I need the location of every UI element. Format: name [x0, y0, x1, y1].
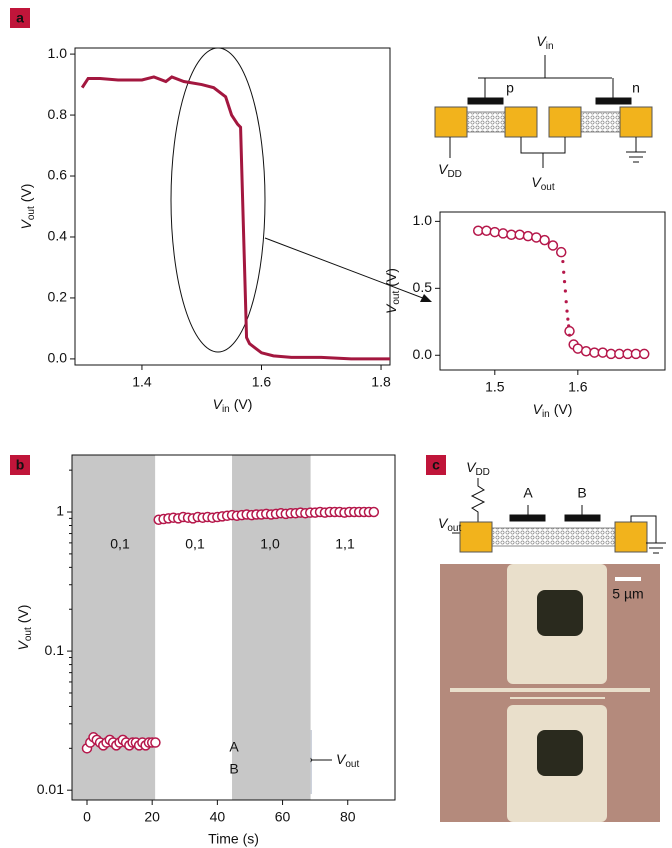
vin-label-part: in [546, 41, 554, 52]
y-tick-label: 0.0 [48, 350, 68, 366]
x-tick-label: 0 [83, 809, 91, 825]
y-tick-label: 0.4 [48, 228, 68, 244]
x-axis-label-part: (V) [554, 401, 573, 417]
x-axis-label: Vin(V) [213, 396, 253, 415]
annotation: 0,1 [110, 536, 130, 552]
micrograph [440, 564, 660, 822]
x-tick-label: 1.5 [485, 379, 505, 395]
y-axis-label: Vout(V) [383, 268, 402, 314]
annotation: 1,1 [335, 536, 355, 552]
data-point [369, 508, 378, 517]
y-tick-label: 0.5 [413, 279, 433, 295]
vdd-label: VDD [466, 459, 490, 478]
data-point [490, 228, 499, 237]
x-tick-label: 1.8 [371, 374, 391, 390]
plot-frame [440, 212, 665, 370]
data-point [482, 226, 491, 235]
data-point [540, 236, 549, 245]
data-dot [564, 289, 567, 292]
x-axis-label: Vin(V) [533, 401, 573, 420]
figure: abcVinpnVDDVoutVDDVoutAB5 µm1.41.61.80.0… [0, 0, 672, 848]
annotation: 0,1 [185, 536, 205, 552]
x-tick-label: 1.6 [568, 379, 588, 395]
vout-label-part: out [447, 523, 461, 534]
gate-a-label: A [523, 485, 533, 501]
p-label: p [506, 80, 514, 96]
vout-label: Vout [438, 515, 461, 534]
data-dot [562, 271, 565, 274]
data-point [499, 229, 508, 238]
arrow [265, 238, 428, 300]
vout-label: Vout [531, 174, 554, 193]
panel-letter: b [16, 457, 25, 473]
y-tick-label: 0.8 [48, 106, 68, 122]
shaded-band [232, 455, 311, 800]
data-point [640, 349, 649, 358]
data-dot [561, 260, 564, 263]
annotation: 1,0 [260, 536, 280, 552]
data-point [151, 738, 160, 747]
data-point [548, 241, 557, 250]
x-tick-label: 1.4 [132, 374, 152, 390]
x-axis-label-part: in [542, 409, 550, 420]
y-tick-label: 1.0 [413, 212, 433, 228]
y-tick-label: 1.0 [48, 45, 68, 61]
y-axis-label-part: out [23, 627, 34, 641]
y-tick-label: 0.01 [37, 781, 64, 797]
gate-output-part: out [345, 759, 359, 770]
data-point [524, 232, 533, 241]
data-point [515, 230, 524, 239]
data-dot [565, 300, 568, 303]
circuit-a [435, 55, 652, 168]
x-tick-label: 80 [340, 809, 356, 825]
vdd-label-part: DD [475, 467, 489, 478]
y-axis-label-part: (V) [15, 605, 31, 624]
data-dot [567, 324, 570, 327]
y-axis-label-part: out [26, 206, 37, 220]
circuit-c [452, 478, 666, 553]
y-tick-label: 0.1 [45, 642, 65, 658]
x-tick-label: 20 [144, 809, 160, 825]
vout-label-part: out [541, 182, 555, 193]
data-point [582, 347, 591, 356]
vdd-label-part: DD [447, 169, 461, 180]
x-axis-label-part: in [222, 404, 230, 415]
y-axis-label-part: (V) [18, 184, 34, 203]
data-line [82, 77, 390, 359]
data-dot [563, 280, 566, 283]
y-tick-label: 1 [56, 503, 64, 519]
y-axis-label-part: (V) [383, 268, 399, 287]
data-dot [566, 318, 569, 321]
x-axis-label: Time (s) [208, 831, 259, 847]
n-label: n [632, 80, 640, 96]
y-tick-label: 0.0 [413, 346, 433, 362]
data-point [557, 248, 566, 257]
gate-input-b: B [229, 761, 238, 777]
y-tick-label: 0.2 [48, 289, 68, 305]
x-axis-label-part: (V) [234, 396, 253, 412]
scale-label: 5 µm [612, 586, 643, 602]
panel-letter: a [16, 10, 24, 26]
data-dot [568, 334, 571, 337]
gate-b-label: B [577, 485, 586, 501]
highlight-ellipse [171, 48, 265, 352]
y-axis-label: Vout(V) [15, 605, 34, 651]
x-tick-label: 60 [275, 809, 291, 825]
y-tick-label: 0.6 [48, 167, 68, 183]
panel-letter: c [432, 457, 440, 473]
y-axis-label: Vout(V) [18, 184, 37, 230]
vin-label: Vin [536, 33, 553, 52]
y-axis-label-part: out [391, 290, 402, 304]
data-point [598, 348, 607, 357]
gate-output: Vout [336, 751, 359, 770]
x-tick-label: 40 [210, 809, 226, 825]
data-dot [565, 309, 568, 312]
x-tick-label: 1.6 [252, 374, 272, 390]
vdd-label: VDD [438, 161, 462, 180]
plot-frame [75, 48, 390, 365]
gate-input-a: A [229, 739, 239, 755]
